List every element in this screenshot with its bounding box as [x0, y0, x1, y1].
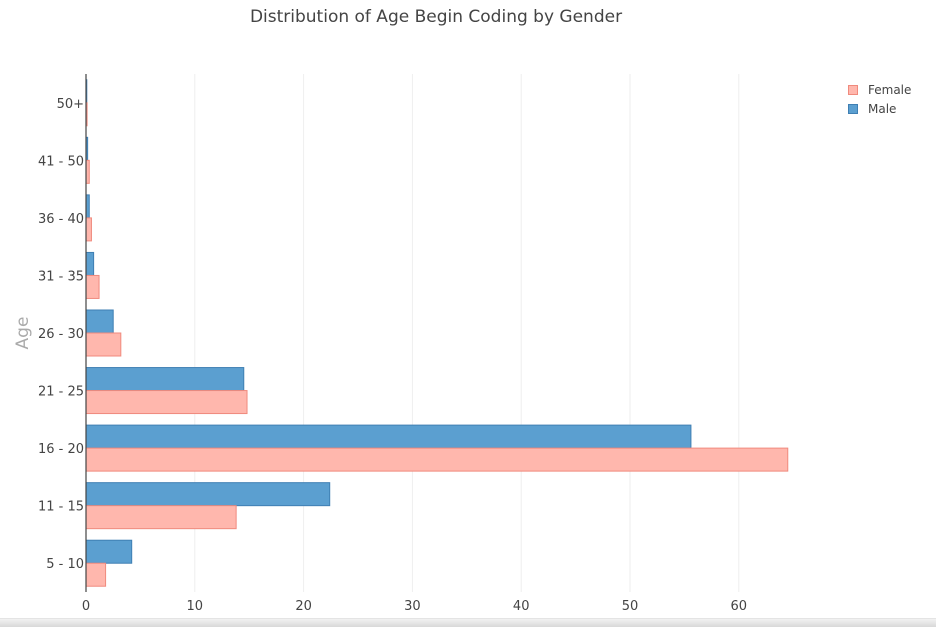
legend-label-female: Female [868, 82, 912, 97]
bar-female [85, 332, 122, 357]
y-tick-label: 50+ [57, 97, 84, 112]
bar-female [85, 562, 107, 587]
legend: Female Male [848, 80, 911, 118]
y-tick-label: 31 - 35 [38, 269, 84, 284]
y-tick-label: 16 - 20 [38, 442, 84, 457]
legend-item-male[interactable]: Male [848, 99, 911, 118]
bar-female [85, 447, 789, 472]
bar-male [85, 539, 133, 564]
legend-swatch-female [848, 84, 858, 95]
x-tick-label: 50 [622, 599, 639, 614]
x-tick-label: 20 [295, 599, 312, 614]
y-tick-label: 26 - 30 [38, 327, 84, 342]
window-bottom-edge [0, 618, 936, 627]
y-tick-label: 36 - 40 [38, 212, 84, 227]
chart-title: Distribution of Age Begin Coding by Gend… [249, 7, 623, 27]
bar-female [85, 390, 248, 415]
y-tick-label: 21 - 25 [38, 385, 84, 400]
x-tick-label: 30 [404, 599, 421, 614]
legend-label-male: Male [868, 101, 897, 116]
bar-female [85, 505, 237, 530]
x-tick-label: 0 [82, 599, 90, 614]
y-tick-label: 5 - 10 [46, 557, 84, 572]
bar-female [85, 217, 92, 242]
legend-item-female[interactable]: Female [848, 80, 911, 99]
y-axis-title: Age [13, 317, 33, 350]
x-tick-label: 60 [731, 599, 748, 614]
x-tick-label: 40 [513, 599, 530, 614]
bar-male [85, 482, 331, 507]
y-tick-label: 11 - 15 [38, 500, 84, 515]
bar-male [85, 424, 692, 449]
x-tick-label: 10 [187, 599, 204, 614]
bar-male [85, 309, 114, 334]
bar-male [85, 367, 245, 392]
y-tick-label: 41 - 50 [38, 154, 84, 169]
bar-female [85, 274, 100, 299]
legend-swatch-male [848, 103, 858, 114]
bar-male [85, 251, 95, 276]
